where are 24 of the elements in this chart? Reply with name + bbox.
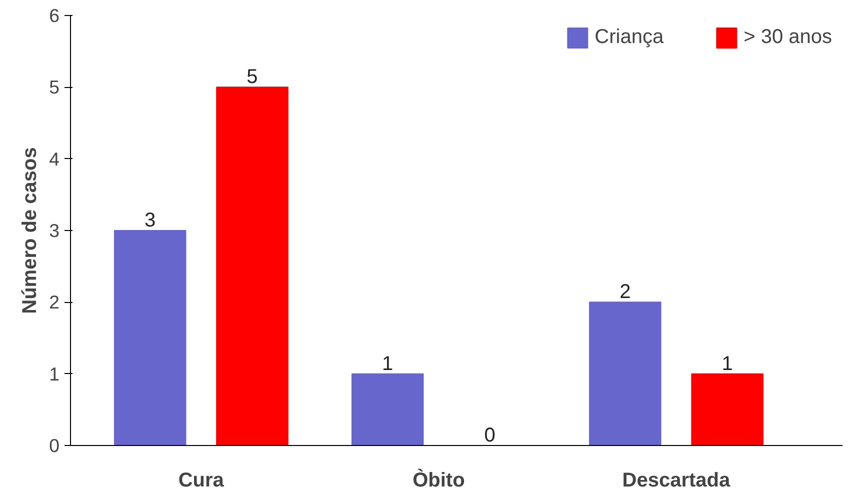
y-tick-label: 3 xyxy=(49,220,60,241)
y-tick-label: 0 xyxy=(49,435,60,456)
data-label: 1 xyxy=(722,352,733,375)
y-tick-label: 4 xyxy=(49,148,60,170)
y-tick-label: 6 xyxy=(49,5,60,26)
y-tick-label: 5 xyxy=(49,76,60,98)
y-axis-title: Número de casos xyxy=(19,147,42,314)
y-tick-label: 2 xyxy=(49,292,60,313)
x-tick-label: Cura xyxy=(178,470,225,492)
data-label: 1 xyxy=(382,352,394,375)
bar xyxy=(216,86,288,446)
y-tick-label: 1 xyxy=(49,363,60,384)
data-label: 0 xyxy=(484,424,496,446)
data-label: 2 xyxy=(620,281,631,304)
data-label: 5 xyxy=(246,66,258,88)
legend-label: > 30 anos xyxy=(744,26,832,49)
bar xyxy=(589,302,662,446)
bar xyxy=(691,373,764,446)
bar xyxy=(351,373,424,446)
legend-label: Criança xyxy=(594,26,664,49)
x-tick-label: Descartada xyxy=(622,470,732,492)
bar xyxy=(114,230,186,446)
data-label: 3 xyxy=(144,210,156,232)
x-tick-label: Òbito xyxy=(412,468,465,492)
